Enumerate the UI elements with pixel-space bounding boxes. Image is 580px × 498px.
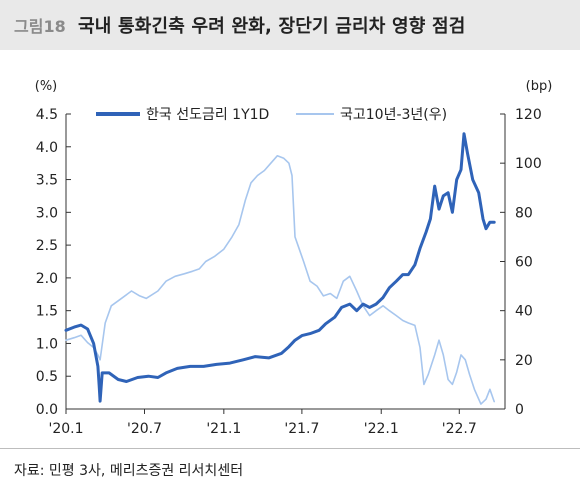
x-tick-label: '22.1 (364, 421, 399, 437)
right-tick-label: 80 (515, 205, 533, 221)
right-tick-label: 120 (515, 107, 542, 123)
line-chart: (%) (bp) 0.0 0.5 1.0 1.5 2.0 2.5 3.0 3.5 4.0 4.5 0 20… (35, 79, 553, 437)
left-tick-label: 2.5 (36, 238, 58, 254)
left-tick-label: 4.0 (36, 140, 58, 156)
left-tick-label: 4.5 (36, 107, 58, 123)
figure-number: 그림18 (14, 17, 66, 36)
legend-label-forward-rate: 한국 선도금리 1Y1D (146, 107, 269, 123)
right-tick-label: 40 (515, 304, 533, 320)
right-tick-label: 60 (515, 255, 533, 271)
x-tick-label: '22.7 (442, 421, 477, 437)
series-line-forward-rate (64, 132, 496, 403)
left-tick-label: 3.0 (36, 205, 58, 221)
legend-label-spread: 국고10년-3년(우) (340, 107, 447, 123)
left-unit-label: (%) (35, 79, 58, 94)
right-tick-label: 100 (515, 156, 542, 172)
left-tick-label: 3.5 (36, 173, 58, 189)
source-divider (0, 448, 580, 449)
source-note: 자료: 민평 3사, 메리츠증권 리서치센터 (14, 463, 244, 479)
x-tick-label: '21.1 (206, 421, 241, 437)
figure-title: 국내 통화긴축 우려 완화, 장단기 금리차 영향 점검 (78, 16, 466, 37)
left-tick-label: 0.0 (36, 402, 58, 418)
x-tick-label: '21.7 (284, 421, 319, 437)
left-tick-label: 2.0 (36, 271, 58, 287)
right-tick-label: 20 (515, 353, 533, 369)
right-tick-label: 0 (515, 402, 524, 418)
left-tick-label: 0.5 (36, 369, 58, 385)
figure-header: 그림18 국내 통화긴축 우려 완화, 장단기 금리차 영향 점검 (0, 0, 580, 50)
x-tick-label: '20.7 (127, 421, 162, 437)
left-tick-label: 1.5 (36, 304, 58, 320)
series-line-spread (65, 155, 495, 405)
x-tick-label: '20.1 (48, 421, 83, 437)
right-unit-label: (bp) (526, 79, 553, 94)
left-tick-label: 1.0 (36, 336, 58, 352)
